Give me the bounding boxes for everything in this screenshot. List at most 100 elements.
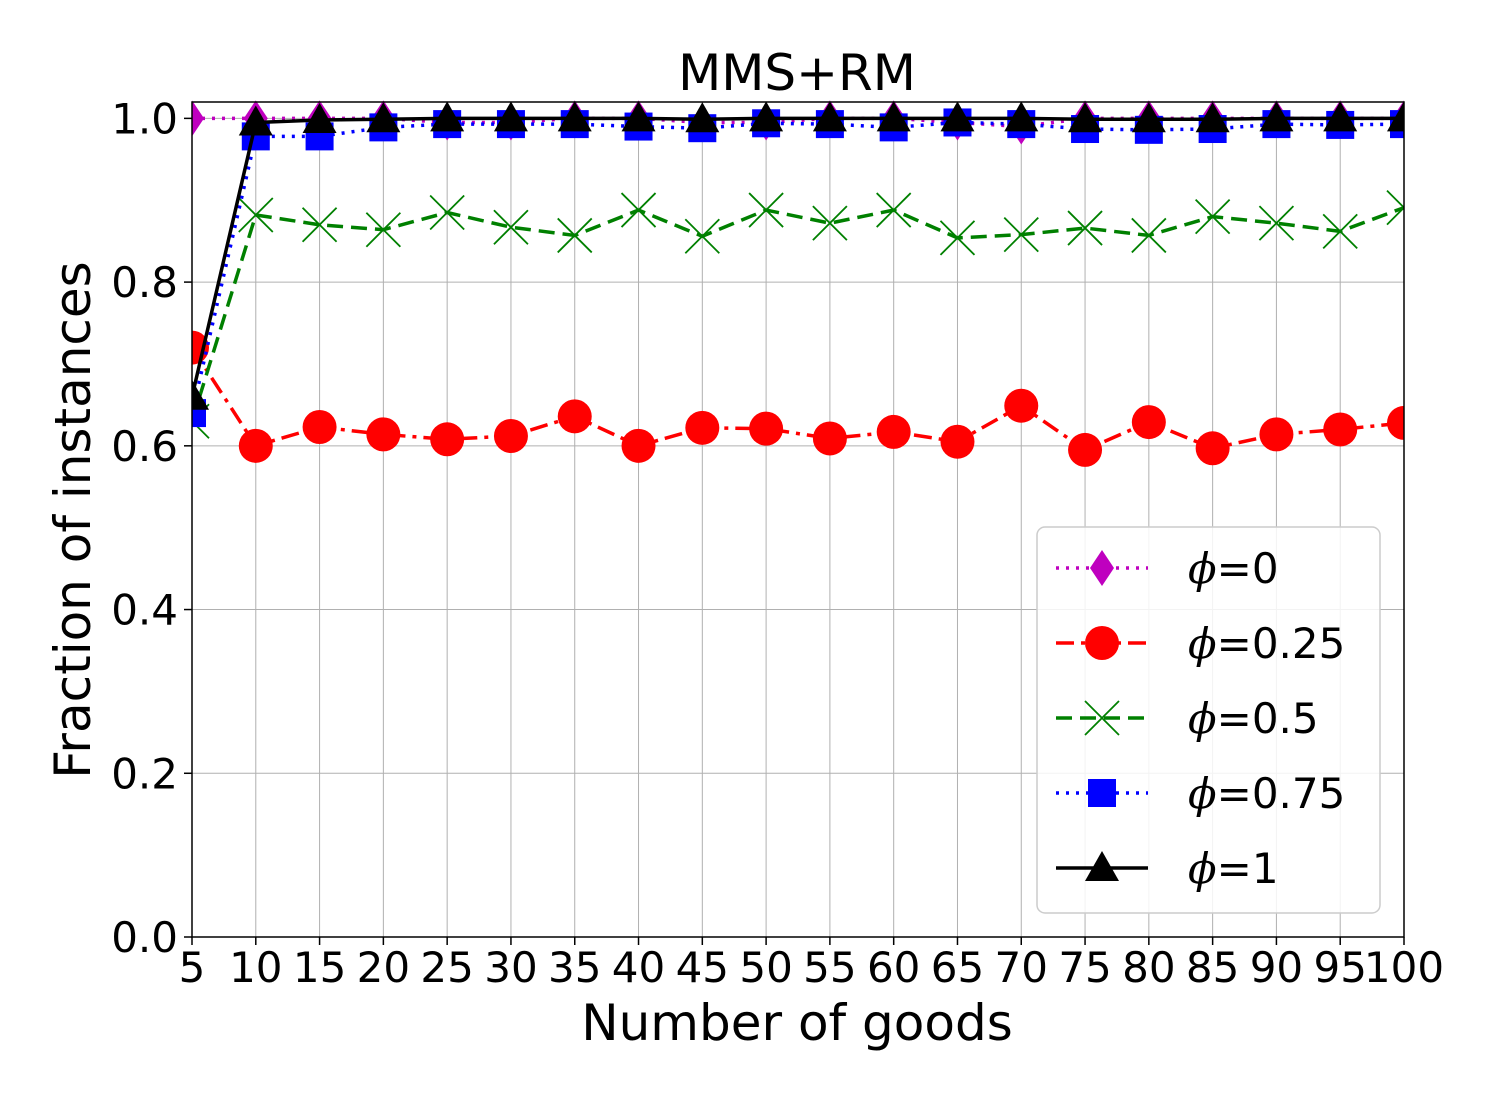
plot-frame [191,101,1405,938]
series-line [192,116,1404,398]
ticks: 5 10 15 20 25 30 35 40 45 50 55 60 65 70 75 80 85 90 95100… [111,94,1444,992]
legend-label: ϕ=1 [1188,844,1279,893]
x-tick-label: 25 [420,943,473,992]
legend-marker [1088,779,1116,807]
x-marker-stroke [812,205,848,241]
x-tick-label: 30 [484,943,537,992]
legend-item: ϕ=0.5 [1056,694,1319,743]
legend-value: =0 [1217,544,1279,593]
legend-marker [1085,626,1119,660]
x-marker-stroke [1084,700,1120,736]
data-point [430,101,465,132]
data-point [1259,101,1294,132]
data-point [366,417,401,452]
data-point [748,192,784,228]
series-3 [192,108,1404,428]
data-point [621,101,656,132]
data-point [620,192,657,228]
data-point [685,410,720,445]
data-point [1067,210,1103,246]
legend-phi-symbol: ϕ [1188,844,1217,893]
series-4 [192,101,1404,410]
data-point [812,421,847,456]
data-point [685,102,720,133]
data-point [1387,101,1404,132]
data-point [557,101,592,132]
data-point [1322,213,1358,249]
data-point [1068,432,1103,467]
data-point [1194,198,1231,235]
x-tick-label: 75 [1058,943,1111,992]
legend: ϕ=0ϕ=0.25ϕ=0.5ϕ=0.75ϕ=1 [1036,526,1381,914]
legend-label: ϕ=0 [1188,544,1279,593]
x-tick-label: 50 [739,943,792,992]
data-point [940,101,975,132]
data-point [1259,417,1294,452]
chart-title: MMS+RM [678,44,916,102]
legend-value: =0.75 [1217,769,1346,818]
x-marker-stroke [620,192,657,228]
legend-marker [1090,550,1114,586]
legend-label: ϕ=0.25 [1188,619,1345,668]
data-point [302,103,337,134]
x-marker-stroke [365,212,402,248]
data-point [1004,101,1039,132]
x-marker-stroke [1194,198,1231,235]
x-marker-stroke [557,217,593,254]
legend-label: ϕ=0.5 [1188,694,1319,743]
data-point [1131,102,1166,133]
legend-phi-symbol: ϕ [1188,544,1217,593]
data-point [939,220,976,256]
data-point [684,218,720,254]
x-tick-label: 20 [357,943,410,992]
y-tick-label: 0.2 [111,749,178,798]
data-point [1387,405,1404,440]
x-marker-stroke [684,218,720,254]
y-tick-label: 0.4 [111,586,178,635]
data-point [876,414,911,449]
data-point [876,101,911,132]
x-marker-stroke [1258,205,1295,241]
x-tick-label: 45 [676,943,729,992]
x-axis-label: Number of goods [581,994,1013,1052]
data-point [749,411,784,446]
y-axis-label: Fraction of instances [44,261,102,778]
data-point [1386,189,1404,226]
x-marker-stroke [192,419,210,439]
data-point [876,192,912,228]
x-tick-label: 5 [179,943,206,992]
legend-item: ϕ=0.25 [1056,619,1345,668]
x-tick-label: 35 [548,943,601,992]
data-point [621,428,656,463]
x-tick-label: 40 [612,943,665,992]
x-tick-label: 70 [995,943,1048,992]
data-point [301,207,338,243]
x-tick-label: 85 [1186,943,1239,992]
x-marker-stroke [1386,206,1404,226]
data-point [1323,101,1358,132]
data-point [749,101,784,132]
data-point [1004,388,1039,423]
data-point [493,419,528,453]
data-point [238,105,273,136]
x-tick-label: 60 [867,943,920,992]
data-point [1323,412,1358,447]
y-tick-label: 0.6 [111,422,178,471]
legend-marker [1085,851,1119,881]
x-marker-stroke [301,207,338,243]
data-point [557,399,592,434]
data-point [493,209,529,245]
data-point [1131,217,1167,254]
y-tick-label: 0.0 [111,913,178,962]
x-tick-label: 100 [1364,943,1444,992]
legend-phi-symbol: ϕ [1188,619,1217,668]
data-point [1258,205,1295,241]
data-point [192,379,209,410]
x-marker-stroke [493,209,529,245]
x-marker-stroke [238,197,274,233]
legend-label: ϕ=0.75 [1188,769,1345,818]
x-marker-stroke [1131,217,1167,254]
data-point [940,424,975,459]
x-marker-stroke [939,220,976,256]
